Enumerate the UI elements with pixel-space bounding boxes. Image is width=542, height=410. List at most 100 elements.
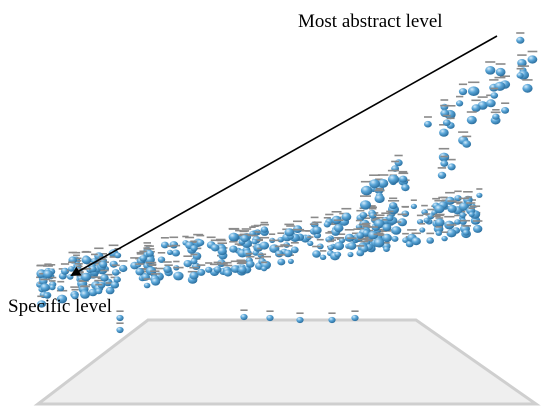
node-label-mark (438, 147, 450, 150)
node-label-mark (445, 191, 455, 194)
node-sphere (251, 239, 258, 245)
node-label-mark (240, 230, 250, 232)
node-label-mark (151, 273, 161, 275)
node-label-mark (358, 223, 370, 226)
node-sphere (369, 212, 377, 219)
node-label-mark (163, 261, 172, 263)
node-label-mark (374, 232, 384, 234)
node-label-mark (441, 231, 448, 233)
node-sphere (394, 159, 403, 167)
node-label-mark (331, 211, 342, 213)
node-label-mark (160, 237, 169, 239)
node-label-mark (499, 75, 510, 77)
node-sphere (111, 269, 120, 276)
node-label-mark (57, 280, 65, 283)
node-label-mark (522, 79, 533, 81)
node-label-mark (209, 263, 220, 266)
node-label-mark (444, 105, 456, 107)
node-label-mark (351, 232, 360, 235)
node-label-mark (442, 114, 451, 117)
node-label-mark (411, 232, 421, 235)
node-label-mark (157, 252, 166, 254)
node-sphere (43, 293, 50, 299)
node-label-mark (327, 230, 334, 233)
node-label-mark (375, 178, 383, 181)
node-label-mark (387, 169, 399, 172)
node-label-mark (283, 245, 293, 247)
node-label-mark (43, 265, 53, 267)
node-label-mark (167, 245, 173, 247)
node-label-mark (49, 280, 56, 282)
node-label-mark (458, 131, 469, 133)
node-label-mark (183, 255, 192, 257)
node-label-mark (360, 217, 371, 219)
node-sphere (401, 184, 410, 192)
node-label-mark (365, 239, 373, 241)
node-label-mark (312, 245, 321, 248)
node-label-mark (454, 190, 462, 193)
node-label-mark (187, 270, 198, 273)
node-label-mark (427, 208, 435, 211)
node-label-mark (307, 236, 314, 238)
node-label-mark (494, 76, 506, 79)
node-label-mark (423, 213, 430, 215)
node-label-mark (141, 268, 150, 271)
node-sphere (462, 229, 470, 236)
node-label-mark (48, 264, 56, 266)
node-label-mark (143, 278, 151, 280)
node-sphere (356, 249, 365, 257)
node-label-mark (492, 109, 500, 111)
node-label-mark (319, 250, 327, 252)
node-sphere (473, 224, 483, 233)
node-sphere (275, 250, 284, 258)
node-label-mark (329, 239, 336, 241)
node-label-mark (73, 254, 80, 257)
node-label-mark (119, 260, 128, 262)
node-label-mark (397, 213, 408, 216)
node-label-mark (217, 242, 227, 244)
node-label-mark (206, 236, 216, 239)
node-label-mark (197, 264, 206, 266)
node-label-mark (89, 263, 100, 265)
node-label-mark (447, 158, 456, 161)
node-sphere (459, 212, 466, 219)
node-sphere (486, 99, 496, 108)
node-label-mark (401, 205, 409, 208)
node-sphere (260, 226, 269, 233)
node-label-mark (517, 65, 529, 67)
node-label-mark (150, 270, 160, 272)
node-sphere (360, 185, 373, 196)
node-label-mark (305, 230, 312, 232)
node-label-mark (219, 263, 228, 265)
node-label-mark (485, 61, 496, 63)
node-sphere (389, 202, 398, 210)
node-sphere (284, 228, 295, 237)
node-sphere (246, 260, 255, 268)
node-label-mark (222, 261, 232, 264)
node-sphere (240, 234, 250, 243)
node-sphere (223, 269, 233, 277)
node-label-mark (116, 310, 124, 312)
node-label-mark (388, 200, 400, 202)
node-sphere (113, 276, 121, 283)
node-label-mark (241, 228, 252, 230)
node-sphere (454, 195, 462, 202)
node-sphere (277, 258, 286, 266)
node-sphere (468, 86, 480, 96)
node-label-mark (458, 197, 469, 200)
node-label-mark (105, 282, 115, 284)
node-label-mark (251, 225, 259, 227)
node-sphere (501, 107, 510, 114)
node-label-mark (438, 196, 448, 199)
node-label-mark (223, 264, 233, 267)
node-label-mark (447, 200, 457, 202)
node-sphere (57, 285, 65, 292)
node-label-mark (173, 266, 184, 269)
node-sphere (391, 235, 399, 242)
node-sphere (374, 194, 385, 203)
node-label-mark (136, 253, 145, 255)
node-label-mark (316, 238, 324, 241)
node-sphere (95, 288, 103, 295)
node-label-mark (328, 312, 336, 314)
node-label-mark (398, 170, 408, 173)
